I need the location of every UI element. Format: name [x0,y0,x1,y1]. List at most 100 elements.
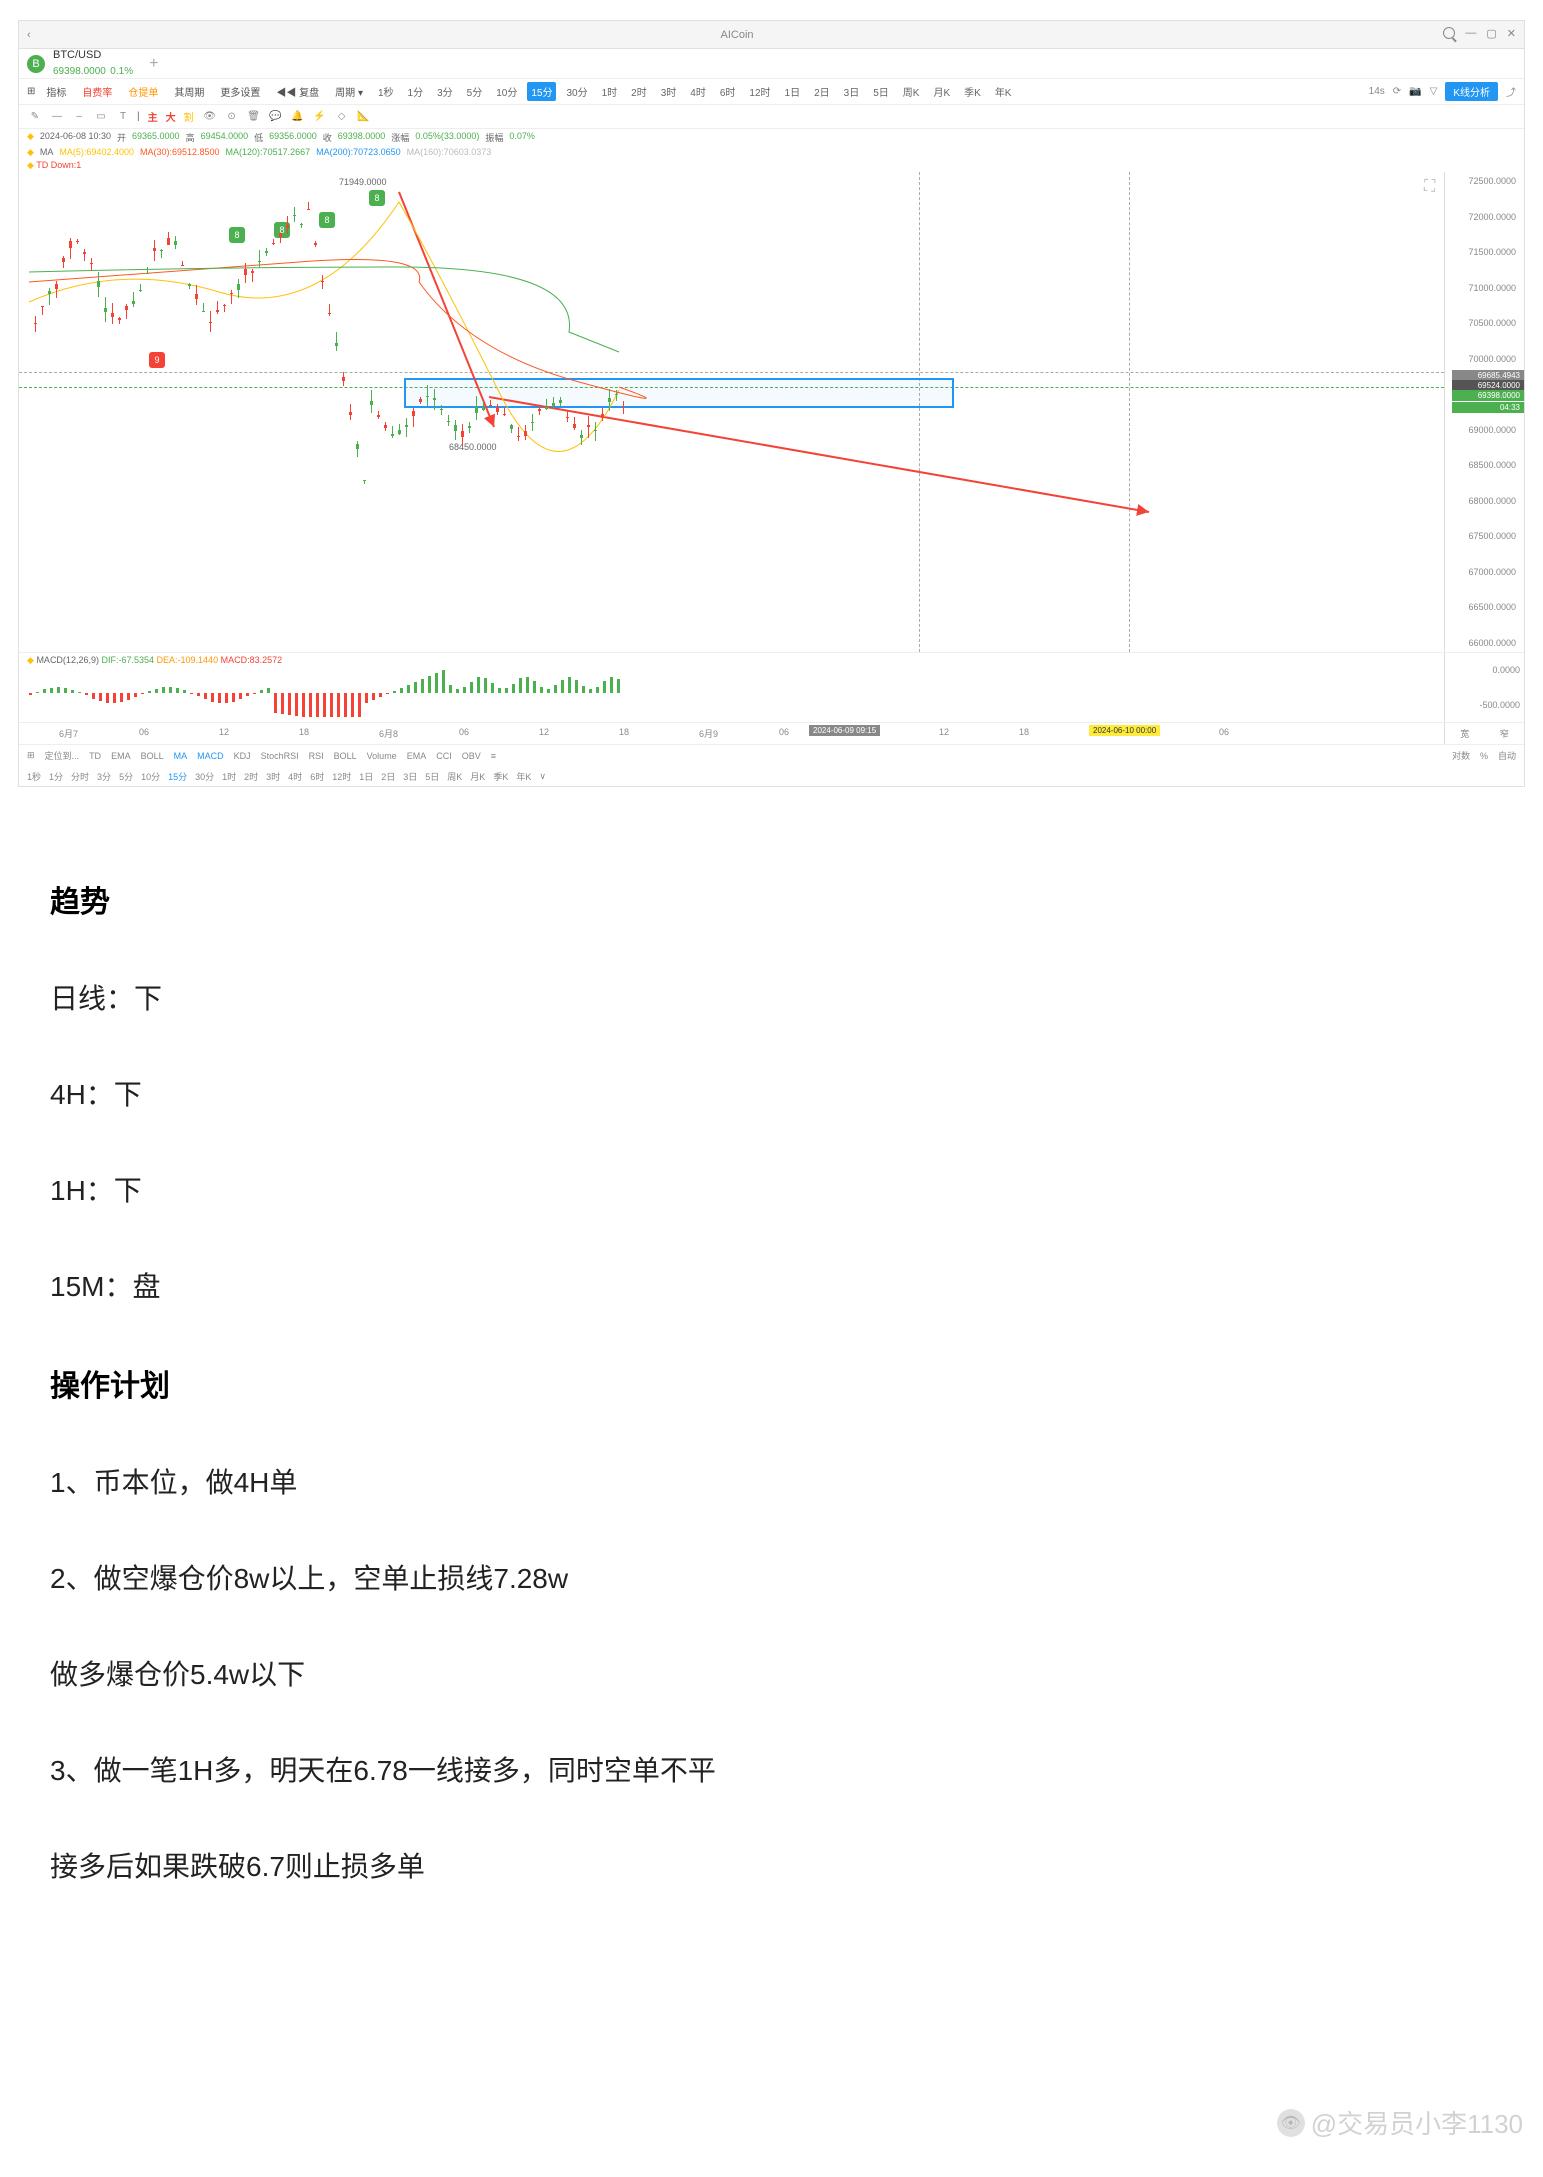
zoom-main[interactable]: 主 [146,109,160,124]
tool-bolt-icon[interactable]: ⚡ [312,109,328,125]
tf-1s[interactable]: 1秒 [374,82,398,101]
tf2-y[interactable]: 年K [516,770,531,783]
tf2-3m[interactable]: 3分 [97,770,111,783]
tool-magnet-icon[interactable]: ⊙ [224,109,240,125]
draw-line-icon[interactable]: — [49,109,65,125]
tf2-fs[interactable]: 分时 [71,770,89,783]
ind-rsi[interactable]: RSI [309,751,324,761]
ind-macd[interactable]: MACD [197,751,224,761]
add-tab-button[interactable]: + [141,55,166,73]
tf-2d[interactable]: 2日 [810,82,834,101]
tf-5d[interactable]: 5日 [869,82,893,101]
ind-stochrsi[interactable]: StochRSI [261,751,299,761]
tf-3h[interactable]: 3时 [657,82,681,101]
tool-trash-icon[interactable]: 🗑 [246,109,262,125]
tf-2h[interactable]: 2时 [627,82,651,101]
tb-rate[interactable]: 自费率 [77,82,117,101]
symbol-name[interactable]: BTC/USD [53,49,133,61]
zoom-big[interactable]: 大 [164,109,178,124]
tf2-q[interactable]: 季K [493,770,508,783]
expand-icon[interactable]: ⛶ [1424,178,1438,192]
tf-y[interactable]: 年K [991,82,1016,101]
ind-ma[interactable]: MA [174,751,188,761]
tf-6h[interactable]: 6时 [716,82,740,101]
ind-kdj[interactable]: KDJ [234,751,251,761]
tf2-4h[interactable]: 4时 [288,770,302,783]
draw-text-icon[interactable]: T [115,109,131,125]
chart-canvas[interactable]: ⛶ 71949.0000 68450.0000 8 8 [19,172,1444,652]
price-chart-area[interactable]: ⛶ 71949.0000 68450.0000 8 8 [19,172,1524,652]
analyze-button[interactable]: K线分析 [1445,82,1498,101]
tf-10m[interactable]: 10分 [492,82,521,101]
ind-menu[interactable]: ≡ [491,751,496,761]
tf2-wk[interactable]: 周K [447,770,462,783]
draw-pencil-icon[interactable]: ✎ [27,109,43,125]
ind-auto[interactable]: 自动 [1498,749,1516,762]
macd-panel[interactable]: ◆ MACD(12,26,9) DIF:-67.5354 DEA:-109.14… [19,652,1524,722]
ind-obv[interactable]: OBV [462,751,481,761]
tf2-1d[interactable]: 1日 [359,770,373,783]
tf2-2d[interactable]: 2日 [381,770,395,783]
tf2-more[interactable]: ∨ [539,771,546,782]
refresh-icon[interactable]: ⟳ [1393,86,1401,97]
tb-indicator[interactable]: 指标 [41,82,71,101]
share-icon[interactable]: ⤴ [1506,84,1516,99]
ind-boll[interactable]: BOLL [141,751,164,761]
tf2-5m[interactable]: 5分 [119,770,133,783]
tf2-1m[interactable]: 1分 [49,770,63,783]
tf-12h[interactable]: 12时 [745,82,774,101]
tb-cycle[interactable]: 周期 ▾ [330,82,368,101]
ind-vol[interactable]: Volume [367,751,397,761]
tf2-10m[interactable]: 10分 [141,770,160,783]
tool-comment-icon[interactable]: 💬 [268,109,284,125]
tf-1h[interactable]: 1时 [598,82,622,101]
tf-mo[interactable]: 月K [929,82,954,101]
ind-ema[interactable]: EMA [111,751,131,761]
tf2-2h[interactable]: 2时 [244,770,258,783]
tf2-30m[interactable]: 30分 [195,770,214,783]
tf2-1h[interactable]: 1时 [222,770,236,783]
tf-3m[interactable]: 3分 [433,82,457,101]
tool-shape-icon[interactable]: ◇ [334,109,350,125]
ind-boll2[interactable]: BOLL [334,751,357,761]
tf2-12h[interactable]: 12时 [332,770,351,783]
tb-replay[interactable]: ◀◀ 复盘 [271,82,324,101]
camera-icon[interactable]: 📷 [1409,86,1421,97]
tf2-3h[interactable]: 3时 [266,770,280,783]
tb-futures[interactable]: 仓提单 [123,82,163,101]
tf-5m[interactable]: 5分 [463,82,487,101]
ind-td[interactable]: TD [89,751,101,761]
axis-narrow[interactable]: 窄 [1500,727,1509,740]
axis-wide[interactable]: 宽 [1460,727,1469,740]
ind-log[interactable]: 对数 [1452,749,1470,762]
price-axis[interactable]: 72500.0000 72000.0000 71500.0000 71000.0… [1444,172,1524,652]
ind-ema2[interactable]: EMA [407,751,427,761]
tf-1d[interactable]: 1日 [781,82,805,101]
tf2-5d[interactable]: 5日 [425,770,439,783]
filter-icon[interactable]: ▽ [1430,86,1438,97]
ind-pct[interactable]: % [1480,751,1488,761]
tf-q[interactable]: 季K [960,82,985,101]
tool-eye-icon[interactable]: 👁 [202,109,218,125]
drawn-rectangle[interactable] [404,378,954,408]
tf2-1s[interactable]: 1秒 [27,770,41,783]
tb-period[interactable]: 其周期 [169,82,209,101]
tf-wk[interactable]: 周K [899,82,924,101]
search-icon[interactable] [1443,27,1455,42]
zoom-cut[interactable]: 割 [182,109,196,124]
minimize-icon[interactable]: — [1465,27,1476,42]
draw-minus-icon[interactable]: – [71,109,87,125]
tb-more[interactable]: 更多设置 [215,82,265,101]
draw-rect-icon[interactable]: ▭ [93,109,109,125]
tf-30m[interactable]: 30分 [562,82,591,101]
tb-grid-icon[interactable]: ⊞ [27,86,35,97]
tf2-mo[interactable]: 月K [470,770,485,783]
tf2-3d[interactable]: 3日 [403,770,417,783]
tf-3d[interactable]: 3日 [840,82,864,101]
maximize-icon[interactable]: ▢ [1486,27,1496,42]
tool-ruler-icon[interactable]: 📐 [356,109,372,125]
time-axis[interactable]: 2024-06-09 09:15 2024-06-10 00:00 6月7061… [19,722,1524,744]
tf2-15m[interactable]: 15分 [168,770,187,783]
ind-locate[interactable]: 定位到... [45,749,80,762]
tf-15m[interactable]: 15分 [527,82,556,101]
